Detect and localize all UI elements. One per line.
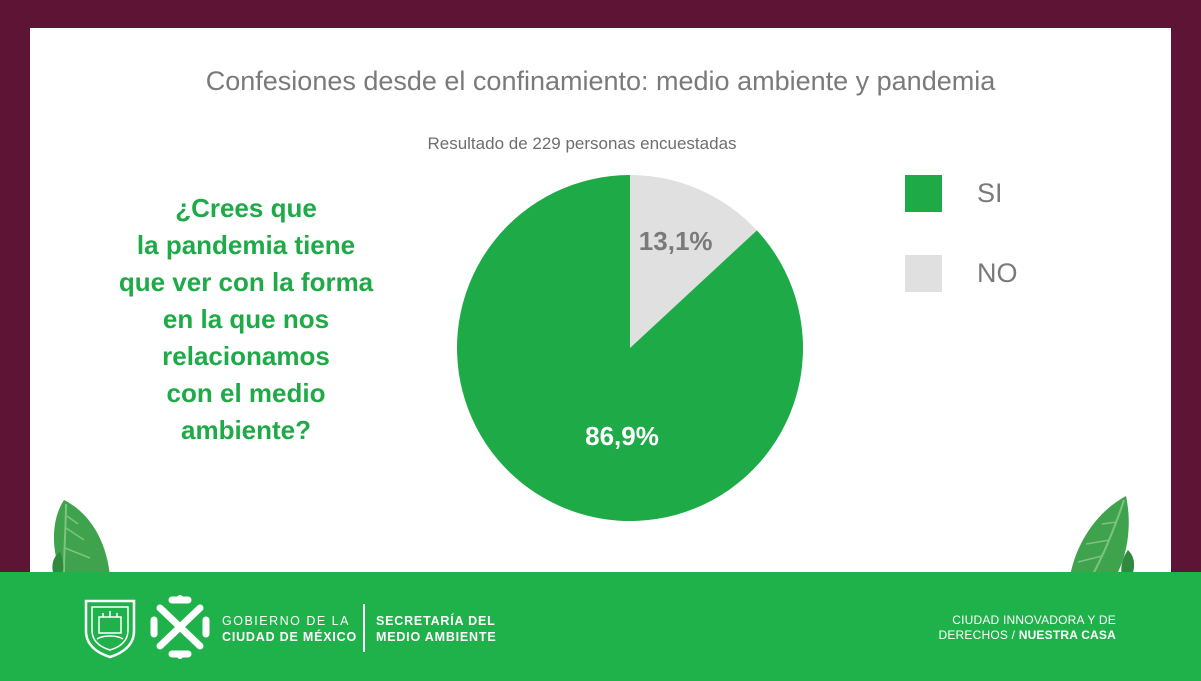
legend-swatch-no [905, 255, 942, 292]
footer-divider [363, 604, 365, 652]
chart-subtitle: Resultado de 229 personas encuestadas [427, 134, 737, 153]
legend-label-no: NO [977, 258, 1018, 288]
footer-slogan: CIUDAD INNOVADORA Y DE DERECHOS / NUESTR… [938, 613, 1116, 643]
gov-line-2: CIUDAD DE MÉXICO [222, 630, 358, 644]
secretaria-name: SECRETARÍA DEL MEDIO AMBIENTE [376, 613, 496, 645]
question-line: en la que nos [162, 304, 330, 334]
question-line: ¿Crees que [175, 193, 317, 223]
legend-label-si: SI [977, 178, 1003, 208]
sec-line-1: SECRETARÍA DEL [376, 614, 496, 628]
pie-label-no: 13,1% [639, 226, 713, 256]
pie-slice-no [630, 175, 757, 348]
pie-slice-si [457, 175, 803, 521]
slogan-line-2b: NUESTRA CASA [1018, 628, 1116, 642]
leaf-left-icon [52, 500, 110, 576]
slogan-line-2a: DERECHOS / [938, 628, 1019, 642]
pie-label-si: 86,9% [585, 421, 659, 451]
slogan-line-2: DERECHOS / NUESTRA CASA [938, 628, 1116, 643]
sec-line-2: MEDIO AMBIENTE [376, 630, 497, 644]
chart-title: Confesiones desde el confinamiento: medi… [205, 66, 996, 96]
cdmx-shield-icon [84, 599, 136, 659]
slogan-line-1: CIUDAD INNOVADORA Y DE [952, 613, 1116, 627]
question-line: con el medio [166, 378, 326, 408]
survey-question: ¿Crees que la pandemia tiene que ver con… [96, 190, 396, 449]
leaf-right-icon [1070, 496, 1135, 577]
question-line: la pandemia tiene [136, 230, 356, 260]
question-line: relacionamos [162, 341, 330, 371]
gov-line-1: GOBIERNO DE LA [222, 614, 350, 628]
cdmx-knot-logo-icon [150, 595, 210, 659]
gov-name: GOBIERNO DE LA CIUDAD DE MÉXICO [222, 613, 357, 645]
legend-swatch-si [905, 175, 942, 212]
pie-chart: 13,1% 86,9% [457, 175, 803, 521]
question-line: que ver con la forma [118, 267, 374, 297]
footer-bar: GOBIERNO DE LA CIUDAD DE MÉXICO SECRETAR… [0, 572, 1201, 681]
question-line: ambiente? [180, 415, 312, 445]
